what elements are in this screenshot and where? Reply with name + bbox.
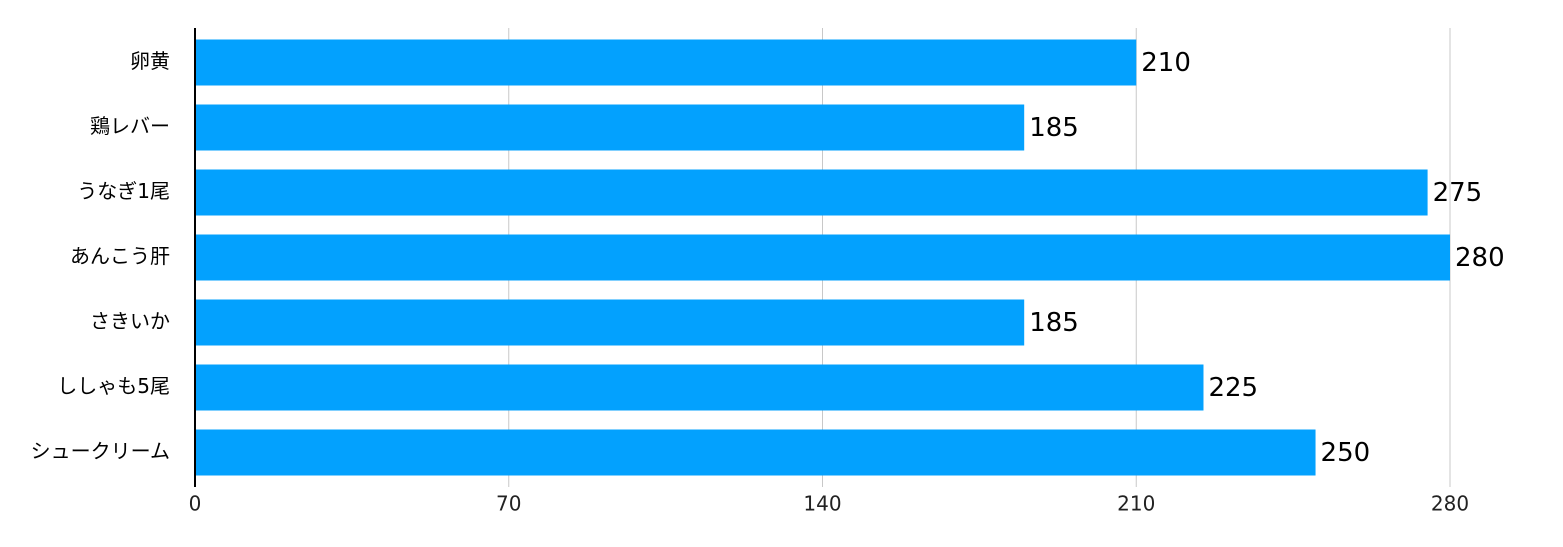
x-tick-label: 210 [1117, 492, 1155, 516]
x-tick-label: 0 [189, 492, 202, 516]
y-tick-label: うなぎ1尾 [77, 179, 170, 203]
x-tick-label: 70 [496, 492, 521, 516]
value-label: 275 [1433, 178, 1483, 208]
y-tick-label: さきいか [90, 309, 170, 333]
value-label: 225 [1208, 373, 1258, 403]
y-tick-label: 卵黄 [130, 49, 170, 73]
bar [195, 364, 1204, 411]
x-tick-label: 280 [1431, 492, 1469, 516]
y-tick-label: あんこう肝 [70, 244, 170, 268]
value-label: 210 [1141, 48, 1191, 78]
value-label: 185 [1029, 308, 1079, 338]
bar [195, 234, 1450, 281]
y-tick-label: シュークリーム [31, 439, 170, 463]
y-tick-label: ししゃも5尾 [57, 374, 170, 398]
x-tick-label: 140 [803, 492, 841, 516]
bar [195, 429, 1316, 476]
bar [195, 299, 1025, 346]
y-tick-label: 鶏レバー [90, 114, 170, 138]
bar [195, 39, 1137, 86]
bar [195, 169, 1428, 216]
value-label: 185 [1029, 113, 1079, 143]
bar [195, 104, 1025, 151]
value-label: 250 [1321, 438, 1371, 468]
value-label: 280 [1455, 243, 1505, 273]
